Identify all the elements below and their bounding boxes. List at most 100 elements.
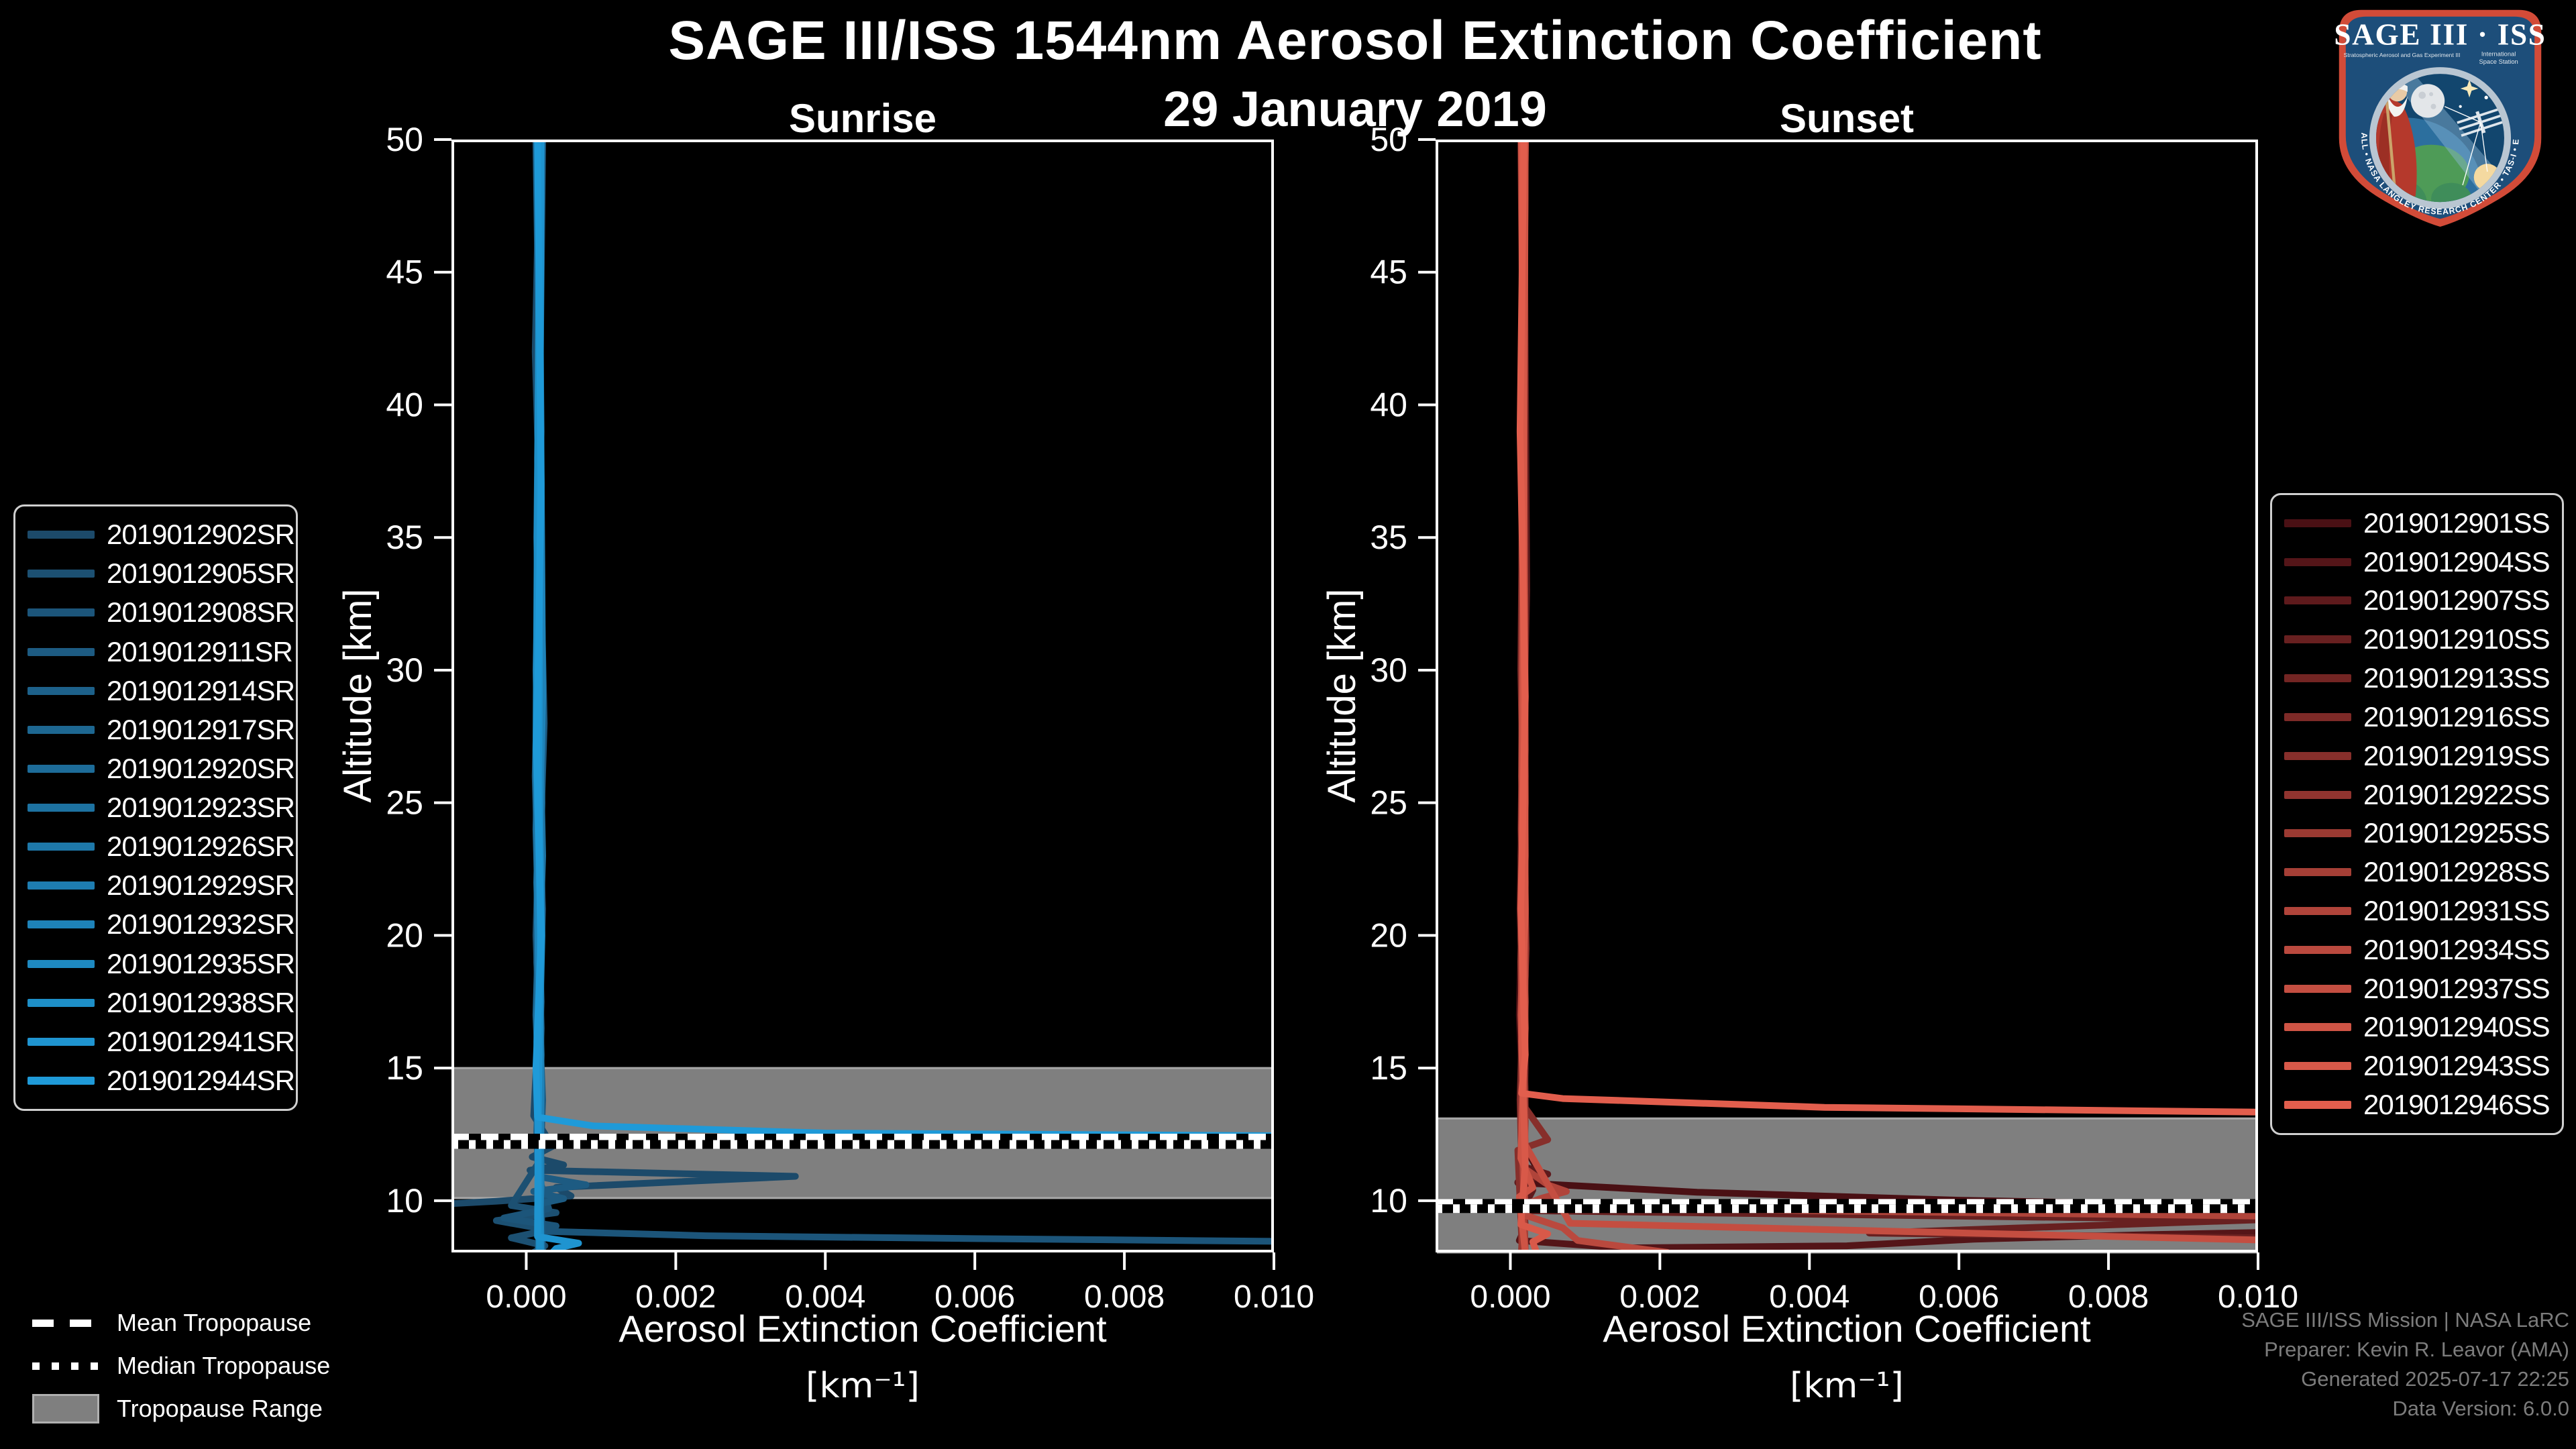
profile-line-2019012901SS xyxy=(1514,140,2258,1210)
x-tick-label: 0.010 xyxy=(1234,1279,1314,1315)
x-tick-label: 0.006 xyxy=(934,1279,1015,1315)
legend-item-2019012911SR: 2019012911SR xyxy=(28,635,293,668)
legend-item-2019012925SS: 2019012925SS xyxy=(2284,817,2558,849)
line-swatch-icon xyxy=(2284,829,2351,838)
legend-label: 2019012937SS xyxy=(2363,972,2551,1004)
legend-item-2019012913SS: 2019012913SS xyxy=(2284,662,2558,694)
legend-item-2019012901SS: 2019012901SS xyxy=(2284,507,2558,539)
y-tick-label: 40 xyxy=(1370,386,1407,423)
dashed-line-swatch-icon xyxy=(32,1319,99,1327)
legend-label: 2019012943SS xyxy=(2363,1050,2551,1082)
profile-line-2019012946SS xyxy=(1516,140,2258,1116)
plot-spines xyxy=(1436,140,2258,1252)
line-swatch-icon xyxy=(2284,712,2351,721)
x-tick-label: 0.004 xyxy=(1769,1279,1849,1315)
legend-item-mean-tropopause: Mean Tropopause xyxy=(32,1304,330,1342)
legend-label: 2019012923SR xyxy=(107,792,295,823)
line-swatch-icon xyxy=(28,686,95,695)
legend-label: 2019012944SR xyxy=(107,1064,295,1096)
x-tick-label: 0.000 xyxy=(486,1279,566,1315)
legend-item-2019012910SS: 2019012910SS xyxy=(2284,623,2558,655)
line-swatch-icon xyxy=(2284,984,2351,993)
plot-spines xyxy=(451,140,1274,1252)
line-swatch-icon xyxy=(2284,1101,2351,1109)
legend-label: 2019012920SR xyxy=(107,752,295,784)
x-tick-label: 0.006 xyxy=(1919,1279,1999,1315)
line-swatch-icon xyxy=(2284,557,2351,566)
legend-label: 2019012911SR xyxy=(107,635,293,667)
legend-label: 2019012922SS xyxy=(2363,778,2551,810)
footer-data-version: Data Version: 6.0.0 xyxy=(2392,1397,2569,1420)
legend-item-2019012919SS: 2019012919SS xyxy=(2284,740,2558,772)
legend-label: 2019012946SS xyxy=(2363,1089,2551,1120)
legend-label: 2019012940SS xyxy=(2363,1011,2551,1043)
y-tick-label: 20 xyxy=(386,916,423,954)
legend-label: 2019012941SR xyxy=(107,1025,295,1057)
legend-label: 2019012901SS xyxy=(2363,506,2551,539)
line-swatch-icon xyxy=(2284,906,2351,915)
line-swatch-icon xyxy=(2284,674,2351,683)
x-tick-label: 0.010 xyxy=(2218,1279,2298,1315)
line-swatch-icon xyxy=(28,804,95,812)
legend-item-2019012916SS: 2019012916SS xyxy=(2284,701,2558,733)
legend-label: 2019012913SS xyxy=(2363,662,2551,694)
y-tick-label: 50 xyxy=(386,121,423,158)
legend-label: 2019012910SS xyxy=(2363,623,2551,655)
x-tick-label: 0.000 xyxy=(1470,1279,1550,1315)
profile-line-2019012934SS xyxy=(1518,140,1671,1252)
logo-subtitle-right1: International xyxy=(2481,50,2516,57)
line-swatch-icon xyxy=(28,920,95,929)
legend-label: 2019012931SS xyxy=(2363,894,2551,926)
footer-credits: SAGE III/ISS Mission | NASA LaRC Prepare… xyxy=(2241,1305,2569,1424)
y-tick-label: 30 xyxy=(1370,651,1407,689)
sunset-plot-area: 10 15 20 25 30 35 40 45 50 0.000 0.002 0.004 0.006 0.… xyxy=(1370,121,2298,1315)
legend-item-2019012908SR: 2019012908SR xyxy=(28,596,295,629)
legend-item-2019012943SS: 2019012943SS xyxy=(2284,1050,2558,1082)
x-axis-unit-sunset: [km⁻¹] xyxy=(1790,1366,1904,1406)
profile-line-2019012931SS xyxy=(1518,140,2258,1220)
x-tick-label: 0.002 xyxy=(635,1279,716,1315)
profile-line-2019012902SR xyxy=(451,140,799,1208)
legend-label: 2019012929SR xyxy=(107,869,295,902)
profile-line-2019012904SS xyxy=(1515,140,2258,1252)
y-tick-label: 50 xyxy=(1370,121,1407,158)
legend-item-2019012923SR: 2019012923SR xyxy=(28,792,295,824)
y-tick-label: 45 xyxy=(386,254,423,291)
legend-label: Mean Tropopause xyxy=(117,1309,312,1336)
legend-item-2019012905SR: 2019012905SR xyxy=(28,557,295,590)
logo-subtitle-left: Stratospheric Aerosol and Gas Experiment… xyxy=(2344,52,2461,58)
x-axis-unit-sunrise: [km⁻¹] xyxy=(806,1366,920,1406)
legend-item-2019012932SR: 2019012932SR xyxy=(28,908,295,941)
page-title: SAGE III/ISS 1544nm Aerosol Extinction C… xyxy=(668,10,2042,71)
legend-label: 2019012932SR xyxy=(107,908,295,941)
sunrise-axes: 10 15 20 25 30 35 40 45 50 0.000 0.002 0.004 0.006 0.… xyxy=(386,121,1314,1315)
y-tick-label: 40 xyxy=(386,386,423,423)
legend-item-2019012934SS: 2019012934SS xyxy=(2284,934,2558,966)
sunrise-tropopause-lines xyxy=(451,1134,1274,1149)
y-tick-label: 15 xyxy=(1370,1049,1407,1087)
line-swatch-icon xyxy=(28,959,95,968)
legend-item-2019012944SR: 2019012944SR xyxy=(28,1064,295,1097)
legend-label: 2019012914SR xyxy=(107,674,295,706)
legend-item-2019012941SR: 2019012941SR xyxy=(28,1025,295,1058)
line-swatch-icon xyxy=(28,881,95,890)
sunset-profiles xyxy=(1514,140,2258,1252)
legend-item-2019012940SS: 2019012940SS xyxy=(2284,1011,2558,1043)
x-axis-label-sunrise: Aerosol Extinction Coefficient xyxy=(619,1307,1107,1350)
legend-item-2019012904SS: 2019012904SS xyxy=(2284,546,2558,578)
legend-label: 2019012907SS xyxy=(2363,584,2551,616)
logo-title: SAGE III · ISS xyxy=(2334,18,2546,52)
sunset-tropopause-lines xyxy=(1436,1199,2258,1214)
legend-label: 2019012917SR xyxy=(107,713,295,745)
y-tick-label: 10 xyxy=(386,1182,423,1220)
legend-label: 2019012904SS xyxy=(2363,545,2551,578)
legend-item-2019012914SR: 2019012914SR xyxy=(28,674,295,707)
legend-item-2019012928SS: 2019012928SS xyxy=(2284,856,2558,888)
line-swatch-icon xyxy=(2284,635,2351,644)
tropopause-legend: Mean Tropopause Median Tropopause Tropop… xyxy=(32,1304,330,1428)
x-axis-label-sunset: Aerosol Extinction Coefficient xyxy=(1603,1307,2091,1350)
sunset-axes: 10 15 20 25 30 35 40 45 50 0.000 0.002 0.004 0.006 0.… xyxy=(1370,121,2298,1315)
legend-item-2019012946SS: 2019012946SS xyxy=(2284,1089,2558,1121)
legend-sunset: 2019012901SS 2019012904SS 2019012907SS 2019… xyxy=(2270,493,2564,1135)
